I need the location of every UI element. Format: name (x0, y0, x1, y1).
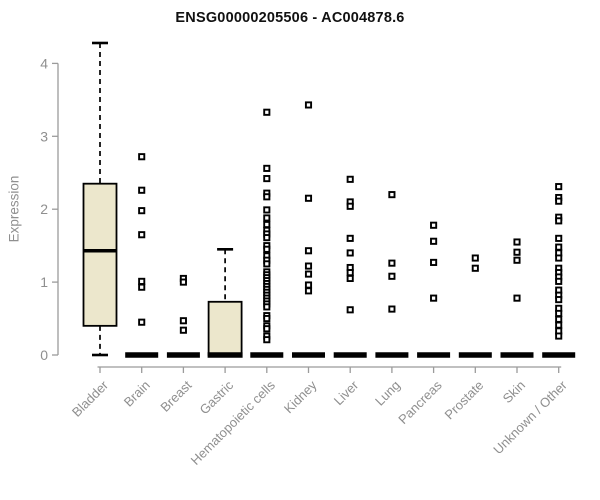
outlier-point (346, 202, 354, 210)
outlier-point (555, 183, 563, 191)
y-tick-label: 1 (40, 274, 48, 290)
outlier-point (471, 264, 479, 272)
collapsed-box (250, 352, 284, 358)
outlier-point (555, 309, 563, 317)
collapsed-box (375, 352, 409, 358)
outlier-point (388, 272, 396, 280)
outlier-point (179, 326, 187, 334)
outlier-point (263, 303, 271, 311)
outlier-point (263, 245, 271, 253)
collapsed-box (458, 352, 492, 358)
outlier-point (179, 317, 187, 325)
outlier-point (304, 101, 313, 109)
x-category-label: Gastric (197, 377, 237, 417)
x-category-label: Unknown / Other (490, 377, 570, 457)
outlier-point (304, 262, 313, 270)
outlier-point (346, 249, 354, 257)
outlier-point (304, 270, 313, 278)
outlier-point (430, 258, 438, 266)
x-category-label: Bladder (69, 377, 112, 420)
outlier-point (138, 277, 146, 285)
outlier-point (263, 325, 271, 333)
outlier-point (263, 260, 271, 268)
outlier-point (555, 217, 563, 225)
outlier-point (430, 294, 438, 302)
outlier-point (263, 206, 271, 214)
outlier-point (513, 294, 521, 302)
y-tick-label: 3 (40, 128, 48, 144)
outlier-point (263, 336, 271, 344)
outlier-point (346, 234, 354, 242)
outlier-point (555, 234, 563, 242)
outlier-point (138, 283, 146, 291)
collapsed-box (500, 352, 534, 358)
box (207, 300, 243, 356)
collapsed-box (333, 352, 367, 358)
outlier-point (346, 306, 354, 314)
outlier-point (304, 194, 313, 202)
outlier-point (555, 254, 563, 262)
outlier-point (138, 231, 146, 239)
outlier-point (555, 296, 563, 304)
y-tick-label: 2 (40, 201, 48, 217)
chart-title: ENSG00000205506 - AC004878.6 (175, 10, 405, 26)
collapsed-box (417, 352, 451, 358)
box (82, 182, 118, 327)
outlier-point (555, 332, 563, 340)
outlier-point (179, 278, 187, 286)
x-category-label: Kidney (281, 377, 320, 416)
outlier-point (263, 108, 271, 116)
outlier-point (138, 318, 146, 326)
outlier-point (304, 281, 313, 289)
outlier-point (263, 193, 271, 201)
outlier-point (388, 191, 396, 199)
outlier-point (263, 220, 271, 229)
collapsed-box (166, 352, 200, 358)
outlier-point (555, 321, 563, 329)
outlier-point (346, 274, 354, 283)
outlier-point (346, 175, 354, 183)
outlier-point (263, 315, 271, 323)
y-tick-label: 4 (40, 55, 48, 71)
collapsed-box (125, 352, 159, 358)
x-category-label: Prostate (442, 378, 487, 423)
outlier-point (304, 287, 313, 295)
outlier-point (346, 269, 354, 277)
collapsed-box (542, 352, 576, 358)
outlier-point (555, 277, 563, 285)
outlier-point (138, 186, 146, 194)
x-category-label: Lung (372, 378, 403, 409)
outlier-point (471, 254, 479, 262)
outlier-point (138, 207, 146, 215)
outlier-point (430, 237, 438, 245)
x-category-label: Brain (121, 378, 153, 410)
outlier-point (263, 214, 271, 222)
x-category-label: Liver (331, 377, 362, 408)
outlier-point (138, 153, 146, 161)
outlier-point (555, 315, 563, 323)
x-category-label: Skin (500, 378, 528, 406)
outlier-point (555, 197, 563, 205)
outlier-point (263, 234, 271, 242)
median-line (207, 352, 243, 358)
x-category-label: Pancreas (395, 377, 445, 427)
outlier-point (263, 175, 271, 183)
outlier-point (388, 259, 396, 267)
outlier-point (388, 305, 396, 313)
outlier-point (513, 238, 521, 246)
outlier-point (513, 248, 521, 256)
outlier-point (513, 256, 521, 264)
outlier-point (430, 221, 438, 229)
y-axis-label: Expression (6, 175, 22, 243)
outlier-point (304, 247, 313, 255)
collapsed-box (292, 352, 325, 358)
x-category-label: Breast (157, 377, 194, 414)
y-tick-label: 0 (40, 347, 48, 363)
outlier-point (263, 164, 271, 172)
outlier-point (555, 243, 563, 251)
